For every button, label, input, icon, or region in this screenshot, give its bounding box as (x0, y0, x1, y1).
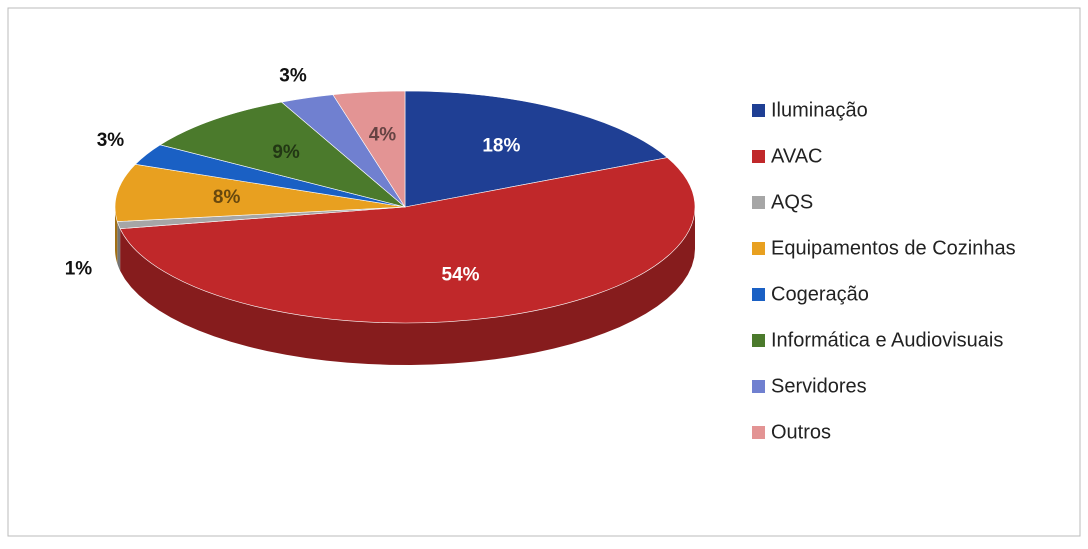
pie-slice (119, 157, 696, 324)
legend-label: Equipamentos de Cozinhas (771, 237, 1016, 259)
data-label: 8% (213, 187, 241, 208)
pie-slice-side (115, 207, 118, 264)
data-label: 18% (482, 135, 520, 156)
legend-swatch (752, 150, 765, 163)
data-label: 4% (369, 125, 397, 146)
legend-swatch (752, 426, 765, 439)
pie-slice-side (120, 207, 695, 365)
pie-slice (404, 90, 669, 208)
legend-swatch (752, 380, 765, 393)
legend-swatch (752, 334, 765, 347)
pie-slice (159, 101, 406, 208)
legend-label: Servidores (771, 375, 867, 397)
legend-swatch (752, 288, 765, 301)
data-label: 3% (279, 66, 307, 87)
legend-label: AVAC (771, 145, 823, 167)
pie-slice (114, 163, 406, 222)
data-label: 1% (65, 259, 93, 280)
legend-label: Informática e Audiovisuais (771, 329, 1003, 351)
data-label: 3% (97, 130, 125, 151)
legend-label: Outros (771, 421, 831, 443)
legend-label: Cogeração (771, 283, 869, 305)
pie-slice (332, 90, 406, 209)
legend-swatch (752, 104, 765, 117)
data-label: 9% (272, 142, 300, 163)
pie-slice-side (117, 221, 121, 271)
legend-swatch (752, 242, 765, 255)
legend-label: Iluminação (771, 99, 868, 121)
legend-swatch (752, 196, 765, 209)
legend-label: AQS (771, 191, 813, 213)
data-label: 54% (442, 264, 480, 285)
